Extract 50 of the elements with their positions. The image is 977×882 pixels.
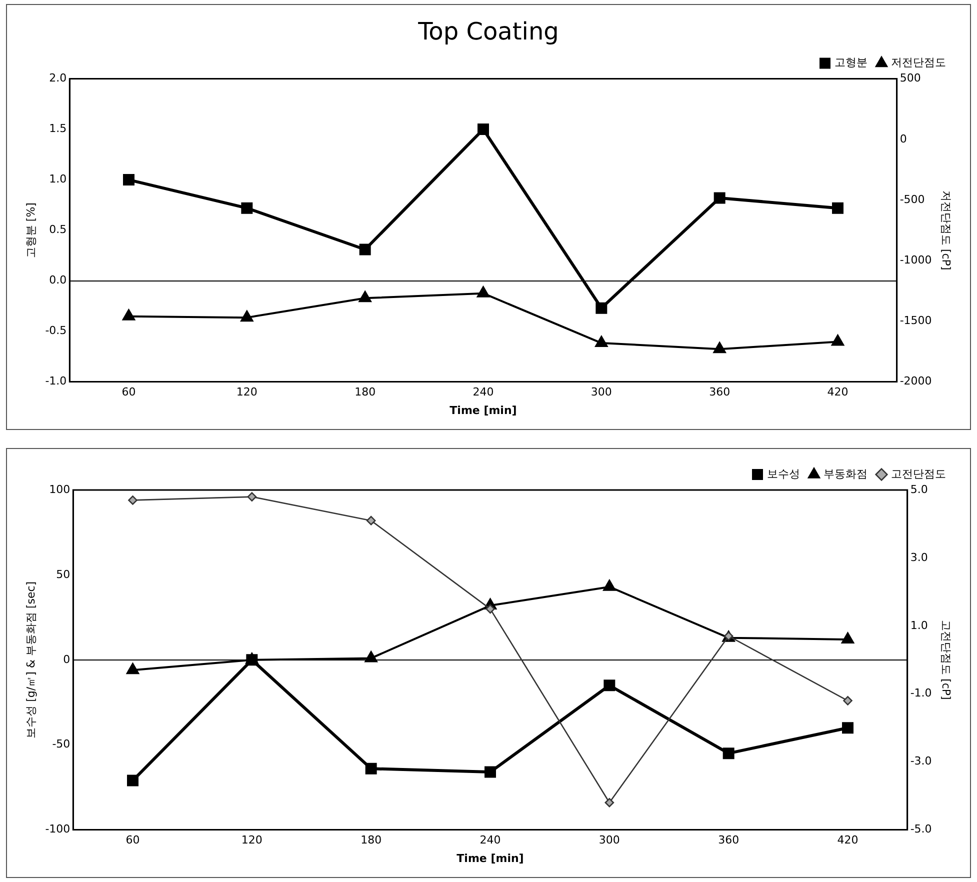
- y2-axis-title: 고전단점도 [cP]: [940, 620, 953, 700]
- x-tick-label: 240: [472, 385, 494, 398]
- y-tick-label: 1.5: [49, 122, 67, 136]
- y2-tick-label: 1.0: [910, 618, 928, 632]
- y2-tick-label: 500: [900, 72, 921, 85]
- x-tick-label: 360: [718, 833, 740, 846]
- x-tick-label: 300: [590, 385, 612, 398]
- y-tick-label: 1.0: [49, 172, 67, 186]
- y2-tick-label: 3.0: [910, 550, 928, 564]
- y2-tick-label: -1.0: [910, 686, 932, 700]
- x-tick-label: 420: [827, 385, 848, 398]
- x-tick-label: 180: [360, 833, 382, 846]
- x-tick-label: 360: [709, 385, 730, 398]
- legend-label: 부동화점: [824, 467, 868, 480]
- x-tick-label: 240: [480, 833, 501, 846]
- x-axis-title: Time [min]: [450, 404, 517, 418]
- x-tick-label: 60: [126, 833, 140, 846]
- x-tick-label: 180: [354, 385, 376, 398]
- y2-tick-label: 5.0: [910, 482, 928, 496]
- y-axis-title: 고형분 [%]: [24, 202, 38, 258]
- y2-tick-label: -5.0: [910, 822, 932, 836]
- x-tick-label: 120: [236, 385, 258, 398]
- y-tick-label: 0.0: [49, 274, 67, 287]
- x-tick-label: 420: [837, 833, 858, 846]
- y-tick-label: 0: [63, 652, 70, 666]
- x-tick-label: 300: [598, 833, 620, 846]
- y2-axis-title: 저전단점도 [cP]: [940, 190, 953, 270]
- legend-label: 저전단점도: [891, 56, 946, 70]
- x-axis-title: Time [min]: [456, 852, 524, 866]
- y2-tick-label: -500: [900, 192, 925, 206]
- y-tick-label: -100: [45, 822, 70, 836]
- y-tick-label: -1.0: [45, 374, 67, 388]
- legend-label: 보수성: [767, 467, 800, 480]
- y-tick-label: 0.5: [49, 223, 67, 236]
- y-tick-label: -50: [52, 738, 70, 751]
- y-tick-label: 100: [49, 482, 70, 496]
- x-tick-label: 60: [122, 385, 136, 398]
- y-axis-title: 보수성 [g/㎡] & 부동화점 [sec]: [24, 581, 38, 738]
- y-tick-label: 2.0: [49, 72, 67, 85]
- legend-label: 고형분: [834, 56, 868, 70]
- y2-tick-label: -1000: [900, 253, 932, 266]
- y2-tick-label: -1500: [900, 314, 932, 328]
- y2-tick-label: -3.0: [910, 754, 932, 768]
- y2-tick-label: 0: [900, 132, 907, 146]
- y2-tick-label: -2000: [900, 374, 932, 388]
- chart-title: Top Coating: [417, 18, 559, 46]
- legend-label: 고전단점도: [891, 467, 946, 480]
- x-tick-label: 120: [241, 833, 262, 846]
- y-tick-label: 50: [56, 568, 70, 581]
- y-tick-label: -0.5: [45, 324, 67, 338]
